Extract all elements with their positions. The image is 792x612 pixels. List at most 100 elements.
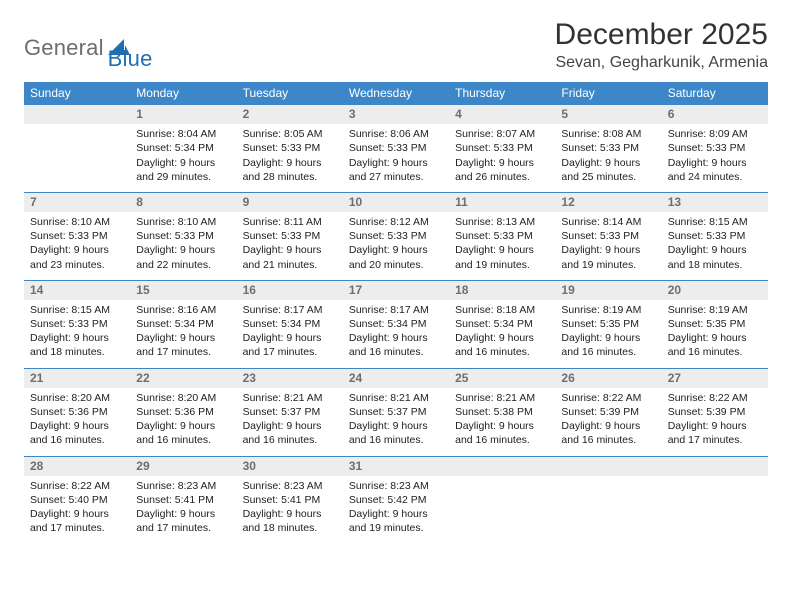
daylight-line: Daylight: 9 hours and 16 minutes. [455,420,534,446]
calendar-day-cell: 11Sunrise: 8:13 AMSunset: 5:33 PMDayligh… [449,192,555,280]
calendar-day-cell: 18Sunrise: 8:18 AMSunset: 5:34 PMDayligh… [449,280,555,368]
day-number: 6 [662,105,768,124]
calendar-empty-cell [24,105,130,193]
sunrise-line: Sunrise: 8:21 AM [455,392,535,404]
calendar-day-cell: 25Sunrise: 8:21 AMSunset: 5:38 PMDayligh… [449,368,555,456]
sunset-line: Sunset: 5:34 PM [243,318,321,330]
day-number: 13 [662,193,768,212]
sunrise-line: Sunrise: 8:19 AM [668,304,748,316]
day-body: Sunrise: 8:21 AMSunset: 5:37 PMDaylight:… [237,388,343,456]
day-number: 23 [237,369,343,388]
day-number: 25 [449,369,555,388]
calendar-day-cell: 20Sunrise: 8:19 AMSunset: 5:35 PMDayligh… [662,280,768,368]
day-body: Sunrise: 8:12 AM Sunset: 5:33 PM Daylight:… [343,212,449,280]
sunrise-line: Sunrise: 8:13 AM [455,216,535,228]
daylight-line: Daylight: 9 hours and 16 minutes. [136,420,215,446]
sunset-line: Sunset: 5:35 PM [561,318,639,330]
day-body: Sunrise: 8:16 AMSunset: 5:34 PMDaylight:… [130,300,236,368]
daylight-line: Daylight: 9 hours and 18 minutes. [243,508,322,534]
weekday-header: Monday [130,82,236,105]
day-number: 24 [343,369,449,388]
sunrise-line: Sunrise: 8:19 AM [561,304,641,316]
sunrise-line: Sunrise: 8:11 AM [243,216,322,228]
sunset-line: Sunset: 5:33 PM [349,230,427,242]
sunrise-line: Sunrise: 8:22 AM [30,480,110,492]
day-body: Sunrise: 8:23 AMSunset: 5:41 PMDaylight:… [130,476,236,544]
day-number: 7 [24,193,130,212]
day-number: 5 [555,105,661,124]
day-number: 26 [555,369,661,388]
day-number: 3 [343,105,449,124]
sunrise-line: Sunrise: 8:12 AM [349,216,429,228]
day-body: Sunrise: 8:07 AMSunset: 5:33 PMDaylight:… [449,124,555,192]
day-body: Sunrise: 8:05 AMSunset: 5:33 PMDaylight:… [237,124,343,192]
calendar-day-cell: 12Sunrise: 8:14 AMSunset: 5:33 PMDayligh… [555,192,661,280]
sunset-line: Sunset: 5:34 PM [136,318,214,330]
brand-word-1: General [24,35,104,61]
day-number: 29 [130,457,236,476]
calendar-day-cell: 4Sunrise: 8:07 AMSunset: 5:33 PMDaylight… [449,105,555,193]
calendar-day-cell: 14Sunrise: 8:15 AMSunset: 5:33 PMDayligh… [24,280,130,368]
brand-word-2: Blue [108,46,153,72]
sunset-line: Sunset: 5:34 PM [455,318,533,330]
sunrise-line: Sunrise: 8:05 AM [243,128,323,140]
day-body: Sunrise: 8:17 AMSunset: 5:34 PMDaylight:… [343,300,449,368]
day-number: 19 [555,281,661,300]
calendar-day-cell: 30Sunrise: 8:23 AMSunset: 5:41 PMDayligh… [237,456,343,543]
day-body: Sunrise: 8:04 AMSunset: 5:34 PMDaylight:… [130,124,236,192]
sunset-line: Sunset: 5:33 PM [349,142,427,154]
daylight-line: Daylight: 9 hours and 17 minutes. [136,508,215,534]
sunrise-line: Sunrise: 8:07 AM [455,128,535,140]
daylight-line: Daylight: 9 hours and 26 minutes. [455,157,534,183]
calendar-day-cell: 15Sunrise: 8:16 AMSunset: 5:34 PMDayligh… [130,280,236,368]
calendar-week-row: 28Sunrise: 8:22 AMSunset: 5:40 PMDayligh… [24,456,768,543]
calendar-table: SundayMondayTuesdayWednesdayThursdayFrid… [24,82,768,543]
calendar-day-cell: 26Sunrise: 8:22 AMSunset: 5:39 PMDayligh… [555,368,661,456]
day-body: Sunrise: 8:09 AMSunset: 5:33 PMDaylight:… [662,124,768,192]
sunrise-line: Sunrise: 8:10 AM [136,216,216,228]
day-body [662,476,768,526]
sunset-line: Sunset: 5:41 PM [136,494,214,506]
sunset-line: Sunset: 5:33 PM [30,230,108,242]
daylight-line: Daylight: 9 hours and 16 minutes. [668,332,747,358]
sunrise-line: Sunrise: 8:06 AM [349,128,429,140]
calendar-day-cell: 19 Sunrise: 8:19 AM Sunset: 5:35 PM Dayligh… [555,280,661,368]
sunrise-line: Sunrise: 8:15 AM [668,216,748,228]
sunrise-line: Sunrise: 8:22 AM [668,392,748,404]
sunset-line: Sunset: 5:34 PM [136,142,214,154]
daylight-line: Daylight: 9 hours and 25 minutes. [561,157,640,183]
day-number [24,105,130,124]
weekday-header: Tuesday [237,82,343,105]
day-number: 20 [662,281,768,300]
day-body [449,476,555,526]
day-number: 18 [449,281,555,300]
day-number: 14 [24,281,130,300]
daylight-line: Daylight: 9 hours and 19 minutes. [349,508,428,534]
sunrise-line: Sunrise: 8:17 AM [349,304,429,316]
calendar-day-cell: 23Sunrise: 8:21 AMSunset: 5:37 PMDayligh… [237,368,343,456]
calendar-day-cell: 1Sunrise: 8:04 AMSunset: 5:34 PMDaylight… [130,105,236,193]
daylight-line: Daylight: 9 hours and 16 minutes. [243,420,322,446]
day-body: Sunrise: 8:20 AMSunset: 5:36 PMDaylight:… [24,388,130,456]
daylight-line: Daylight: 9 hours and 19 minutes. [561,244,640,270]
daylight-line: Daylight: 9 hours and 20 minutes. [349,244,428,270]
day-number: 28 [24,457,130,476]
sunrise-line: Sunrise: 8:15 AM [30,304,110,316]
day-body: Sunrise: 8:10 AMSunset: 5:33 PMDaylight:… [130,212,236,280]
day-body: Sunrise: 8:22 AMSunset: 5:39 PMDaylight:… [662,388,768,456]
calendar-body: 1Sunrise: 8:04 AMSunset: 5:34 PMDaylight… [24,105,768,544]
daylight-line: Daylight: 9 hours and 16 minutes. [561,332,640,358]
calendar-day-cell: 3Sunrise: 8:06 AMSunset: 5:33 PMDaylight… [343,105,449,193]
sunset-line: Sunset: 5:36 PM [30,406,108,418]
day-number: 30 [237,457,343,476]
sunset-line: Sunset: 5:34 PM [349,318,427,330]
location-text: Sevan, Gegharkunik, Armenia [555,54,768,72]
sunrise-line: Sunrise: 8:23 AM [243,480,323,492]
day-body: Sunrise: 8:23 AMSunset: 5:42 PMDaylight:… [343,476,449,544]
sunrise-line: Sunrise: 8:17 AM [243,304,323,316]
day-body: Sunrise: 8:22 AMSunset: 5:40 PMDaylight:… [24,476,130,544]
calendar-week-row: 14Sunrise: 8:15 AMSunset: 5:33 PMDayligh… [24,280,768,368]
day-body: Sunrise: 8:21 AMSunset: 5:37 PMDaylight:… [343,388,449,456]
daylight-line: Daylight: 9 hours and 21 minutes. [243,244,322,270]
day-body: Sunrise: 8:13 AMSunset: 5:33 PMDaylight:… [449,212,555,280]
